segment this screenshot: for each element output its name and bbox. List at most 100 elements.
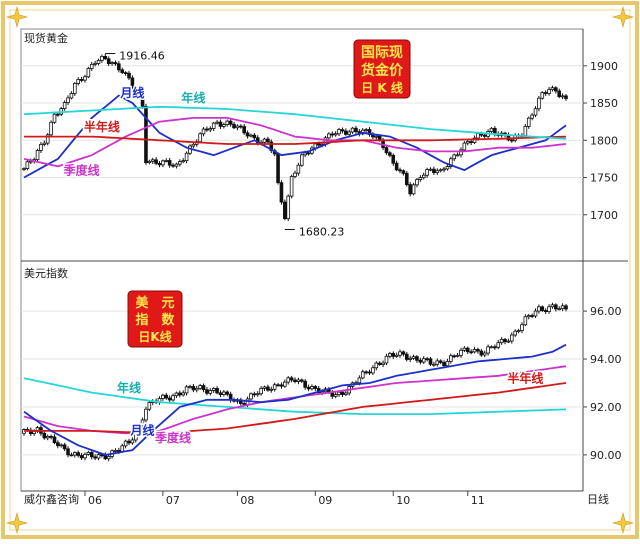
candle-body — [62, 102, 67, 109]
candle-body — [262, 138, 267, 143]
candle-body — [404, 353, 409, 360]
candle-body — [59, 444, 64, 447]
candle-body — [232, 123, 236, 129]
candle-body — [496, 342, 501, 348]
candle-body — [181, 392, 186, 396]
dollar-title: 美元指数 — [24, 266, 68, 280]
candle-body — [238, 125, 243, 128]
candle-body — [540, 306, 545, 311]
series-line-1 — [23, 117, 567, 168]
candle-body — [411, 184, 416, 195]
candle-body — [293, 172, 297, 177]
x-tick-label: 07 — [166, 494, 180, 507]
candle-body — [225, 120, 230, 126]
candle-body — [296, 164, 301, 174]
candle-body — [255, 393, 260, 396]
candle-body — [269, 141, 274, 152]
candle-body — [303, 152, 307, 156]
corner-star — [611, 511, 635, 535]
candle-body — [401, 170, 406, 174]
candle-body — [161, 394, 165, 399]
corner-star — [5, 5, 29, 29]
candle-body — [133, 88, 138, 96]
candle-body — [398, 351, 402, 356]
candle-body — [89, 452, 94, 458]
candle-body — [482, 352, 487, 356]
candle-body — [45, 134, 50, 144]
extreme-annotations: 1916.46 1680.23 — [105, 50, 344, 238]
y-tick-label: 94.00 — [590, 353, 622, 366]
candle-body — [215, 388, 219, 394]
gold-badge-line-2: 货金价 — [360, 62, 404, 79]
candle-body — [428, 358, 433, 365]
candle-body — [147, 160, 152, 163]
gold-gridlines — [21, 65, 583, 216]
candle-body — [394, 354, 399, 357]
candle-body — [140, 419, 145, 427]
series-label: 年线 — [117, 380, 141, 395]
candle-body — [154, 159, 158, 164]
candle-body — [62, 444, 67, 450]
candle-body — [469, 141, 473, 143]
candle-body — [306, 386, 311, 390]
candle-body — [476, 133, 480, 139]
candle-body — [560, 95, 565, 98]
series-label: 季度线 — [154, 430, 191, 445]
candle-body — [493, 127, 497, 135]
series-line-3 — [23, 105, 567, 140]
candle-body — [113, 62, 118, 65]
candle-body — [181, 160, 186, 163]
candle-body — [540, 92, 545, 99]
candle-body — [299, 154, 304, 166]
candle-body — [543, 92, 548, 94]
candle-body — [252, 393, 257, 396]
candle-body — [205, 389, 209, 394]
candle-body — [276, 384, 280, 387]
dollar-badge: 美 元 指 数 日K线 — [127, 290, 183, 348]
candle-body — [435, 170, 440, 174]
y-tick-label: 1850 — [590, 97, 618, 110]
candle-body — [486, 346, 490, 354]
candle-body — [25, 161, 30, 169]
candle-body — [252, 134, 257, 139]
y-tick-label: 1800 — [590, 134, 618, 147]
candle-body — [455, 154, 460, 157]
candle-body — [79, 455, 84, 459]
candle-body — [394, 162, 399, 171]
candle-body — [249, 134, 253, 137]
candle-body — [184, 386, 189, 394]
candle-body — [384, 147, 389, 154]
candle-body — [164, 394, 169, 399]
candle-body — [218, 392, 223, 395]
corner-star — [611, 5, 635, 29]
candle-body — [171, 395, 175, 401]
candle-body — [123, 440, 128, 447]
candle-body — [452, 154, 457, 160]
series-label: 年线 — [181, 90, 205, 105]
series-line-3 — [23, 343, 567, 456]
candle-body — [421, 358, 426, 363]
candle-body — [398, 169, 402, 172]
candle-body — [438, 169, 443, 172]
candle-body — [499, 338, 504, 344]
candle-body — [506, 340, 511, 343]
dollar-badge-line-1: 美 元 — [135, 295, 174, 311]
candle-body — [164, 160, 169, 162]
candle-body — [262, 386, 267, 389]
candle-body — [523, 125, 528, 137]
candle-body — [306, 152, 311, 155]
candle-body — [520, 324, 524, 331]
candle-body — [310, 386, 314, 390]
candle-body — [472, 349, 477, 353]
candle-body — [269, 388, 274, 391]
candle-body — [509, 334, 514, 342]
candle-body — [513, 330, 517, 336]
candle-body — [130, 439, 135, 444]
candle-body — [188, 386, 192, 388]
candle-body — [344, 392, 348, 395]
series-label: 月线 — [119, 85, 144, 100]
candle-body — [489, 127, 494, 132]
candle-body — [388, 152, 392, 156]
candle-body — [106, 456, 111, 460]
gold-badge: 国际现 货金价 日 K 线 — [353, 39, 411, 99]
